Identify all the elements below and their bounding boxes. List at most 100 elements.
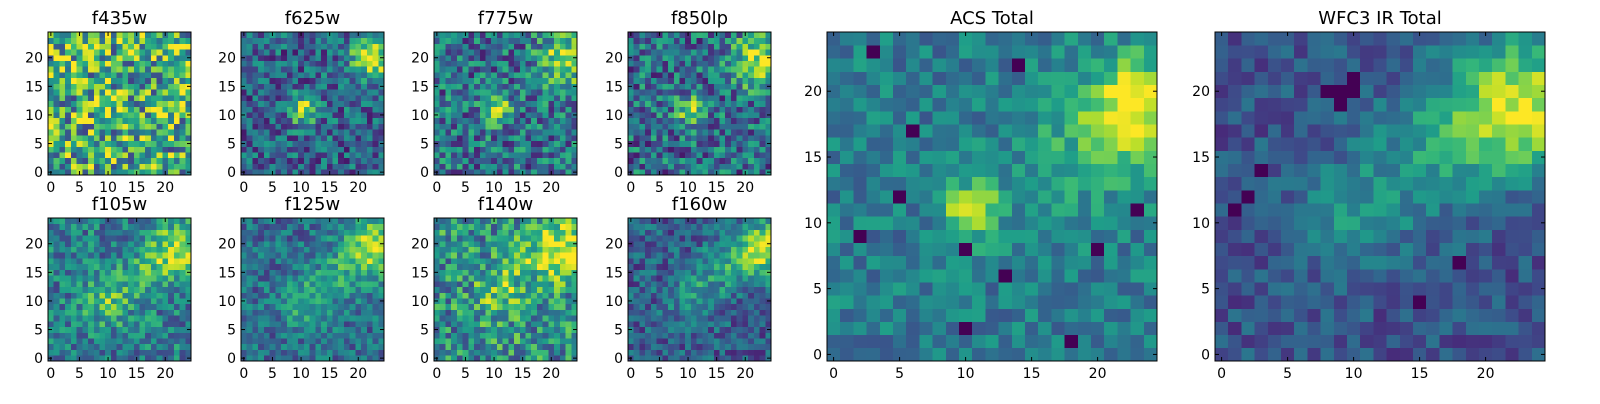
heatmap-cell bbox=[292, 38, 298, 44]
heatmap-cell bbox=[264, 218, 270, 224]
heatmap-cell bbox=[737, 55, 743, 61]
heatmap-cell bbox=[355, 344, 361, 350]
heatmap-cell bbox=[350, 38, 356, 44]
heatmap-cell bbox=[457, 332, 463, 338]
heatmap-cell bbox=[71, 38, 77, 44]
heatmap-cell bbox=[720, 350, 726, 356]
heatmap-cell bbox=[338, 129, 344, 135]
heatmap-cell bbox=[463, 78, 469, 84]
heatmap-cell bbox=[298, 106, 304, 112]
heatmap-cell bbox=[71, 61, 77, 67]
heatmap-cell bbox=[468, 164, 474, 170]
heatmap-cell bbox=[134, 241, 140, 247]
heatmap-cell bbox=[134, 124, 140, 130]
y-tick-label: 0 bbox=[227, 165, 236, 181]
heatmap-cell bbox=[151, 304, 157, 310]
heatmap-cell bbox=[651, 164, 657, 170]
heatmap-cell bbox=[548, 315, 554, 321]
heatmap-cell bbox=[720, 72, 726, 78]
heatmap-cell bbox=[252, 224, 258, 230]
heatmap-cell bbox=[445, 252, 451, 258]
heatmap-cell bbox=[378, 332, 384, 338]
heatmap-cell bbox=[639, 269, 645, 275]
heatmap-cell bbox=[77, 321, 83, 327]
heatmap-cell bbox=[520, 43, 526, 49]
heatmap-cell bbox=[651, 141, 657, 147]
heatmap-cell bbox=[697, 55, 703, 61]
heatmap-cell bbox=[554, 61, 560, 67]
heatmap-cell bbox=[537, 287, 543, 293]
heatmap-cell bbox=[54, 49, 60, 55]
heatmap-cell bbox=[373, 43, 379, 49]
heatmap-cell bbox=[298, 55, 304, 61]
heatmap-cell bbox=[82, 252, 88, 258]
heatmap-cell bbox=[571, 95, 577, 101]
heatmap-cell bbox=[651, 310, 657, 316]
heatmap-cell bbox=[373, 101, 379, 107]
heatmap-cell bbox=[361, 66, 367, 72]
heatmap-cell bbox=[662, 124, 668, 130]
heatmap-cell bbox=[731, 158, 737, 164]
heatmap-cell bbox=[662, 350, 668, 356]
heatmap-cell bbox=[88, 275, 94, 281]
heatmap-cell bbox=[344, 235, 350, 241]
heatmap-cell bbox=[485, 158, 491, 164]
heatmap-cell bbox=[679, 152, 685, 158]
heatmap-cell bbox=[71, 235, 77, 241]
heatmap-cell bbox=[457, 327, 463, 333]
heatmap-cell bbox=[474, 49, 480, 55]
heatmap-cell bbox=[679, 38, 685, 44]
heatmap-cell bbox=[94, 229, 100, 235]
heatmap-cell bbox=[281, 49, 287, 55]
heatmap-cell bbox=[554, 78, 560, 84]
heatmap-cell bbox=[765, 66, 771, 72]
heatmap-cell bbox=[378, 287, 384, 293]
heatmap-cell bbox=[88, 72, 94, 78]
heatmap-cell bbox=[531, 281, 537, 287]
heatmap-cell bbox=[128, 229, 134, 235]
heatmap-cell bbox=[94, 89, 100, 95]
heatmap-cell bbox=[65, 146, 71, 152]
heatmap-cell bbox=[327, 112, 333, 118]
panel-title: f625w bbox=[285, 8, 340, 29]
heatmap-cell bbox=[59, 32, 65, 38]
heatmap-cell bbox=[566, 43, 572, 49]
heatmap-cell bbox=[651, 344, 657, 350]
heatmap-cell bbox=[468, 169, 474, 175]
heatmap-cell bbox=[59, 298, 65, 304]
heatmap-cell bbox=[117, 78, 123, 84]
heatmap-cell bbox=[645, 158, 651, 164]
heatmap-cell bbox=[373, 146, 379, 152]
heatmap-cell bbox=[82, 224, 88, 230]
heatmap-cell bbox=[304, 229, 310, 235]
heatmap-cell bbox=[140, 152, 146, 158]
heatmap-cell bbox=[674, 355, 680, 361]
heatmap-cell bbox=[474, 281, 480, 287]
heatmap-cell bbox=[668, 146, 674, 152]
heatmap-cell bbox=[491, 287, 497, 293]
heatmap-cell bbox=[503, 164, 509, 170]
heatmap-cell bbox=[674, 106, 680, 112]
heatmap-cell bbox=[674, 310, 680, 316]
heatmap-cell bbox=[333, 292, 339, 298]
heatmap-cell bbox=[157, 247, 163, 253]
heatmap-cell bbox=[702, 152, 708, 158]
heatmap-cell bbox=[491, 327, 497, 333]
heatmap-cell bbox=[514, 350, 520, 356]
heatmap-cell bbox=[168, 338, 174, 344]
heatmap-cell bbox=[737, 275, 743, 281]
heatmap-cell bbox=[275, 275, 281, 281]
heatmap-cell bbox=[99, 146, 105, 152]
heatmap-cell bbox=[468, 338, 474, 344]
heatmap-cell bbox=[520, 66, 526, 72]
heatmap-cell bbox=[321, 43, 327, 49]
heatmap-cell bbox=[491, 83, 497, 89]
heatmap-cell bbox=[338, 258, 344, 264]
heatmap-cell bbox=[333, 78, 339, 84]
heatmap-cell bbox=[82, 83, 88, 89]
heatmap-cell bbox=[355, 55, 361, 61]
heatmap-cell bbox=[497, 269, 503, 275]
heatmap-cell bbox=[270, 298, 276, 304]
heatmap-cell bbox=[71, 269, 77, 275]
heatmap-cell bbox=[71, 315, 77, 321]
